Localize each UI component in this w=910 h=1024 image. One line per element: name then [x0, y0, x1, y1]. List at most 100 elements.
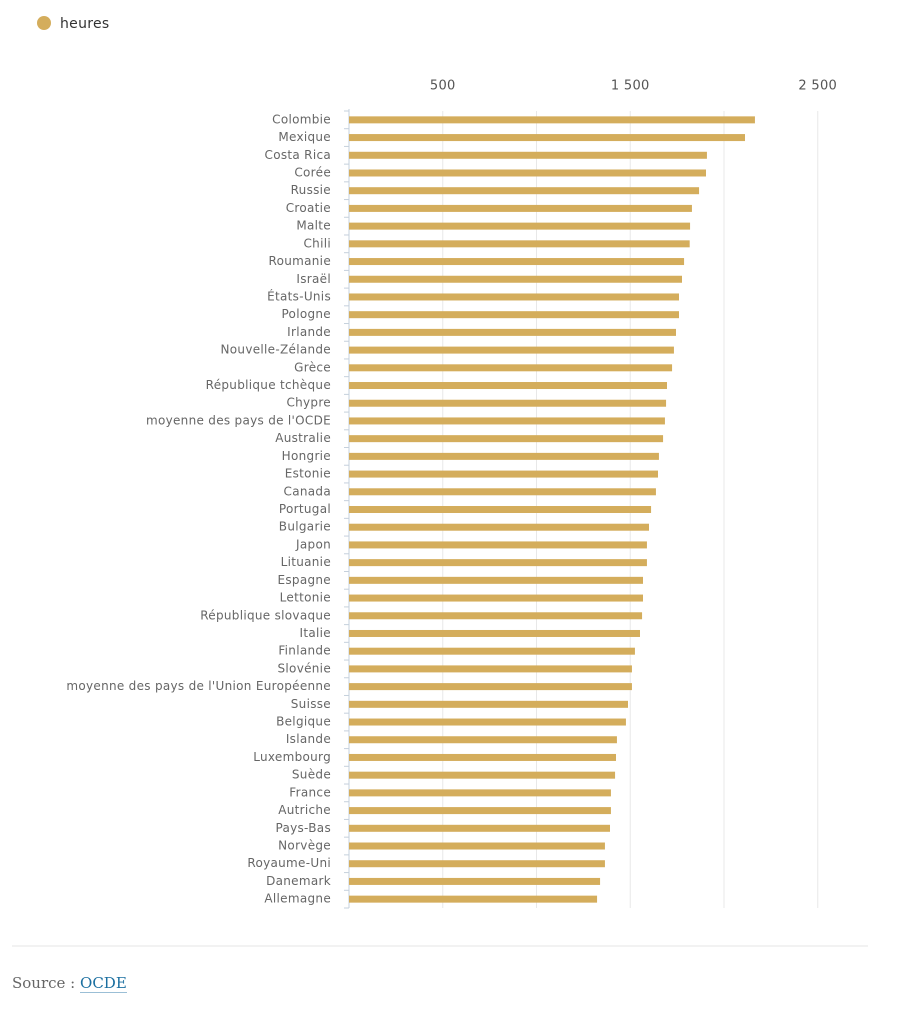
y-tick-label: Chili [304, 236, 332, 250]
y-tick-label: Slovénie [278, 661, 332, 675]
bar [349, 807, 611, 815]
y-tick-label: République slovaque [200, 608, 331, 622]
x-tick-label: 1 500 [611, 79, 650, 94]
bar [349, 452, 659, 460]
bar [349, 311, 679, 319]
y-tick-label: Autriche [278, 803, 331, 817]
y-tick-label: Corée [294, 165, 331, 179]
y-tick-label: Nouvelle-Zélande [221, 343, 332, 357]
bar [349, 346, 674, 354]
bar [349, 382, 667, 390]
y-tick-label: Suisse [291, 697, 331, 711]
bar [349, 576, 643, 584]
legend-label: heures [60, 16, 110, 32]
bar [349, 559, 647, 567]
bar [349, 169, 706, 177]
bar [349, 293, 679, 301]
bar [349, 187, 700, 195]
bar [349, 417, 665, 425]
y-tick-label: Espagne [277, 573, 331, 587]
y-tick-label: Costa Rica [265, 148, 331, 162]
chart: heures 500 1 500 2 500 Colombie Mexique Costa… [12, 16, 868, 947]
y-tick-label: Finlande [278, 644, 331, 658]
bar [349, 683, 632, 691]
y-tick-label: Colombie [272, 112, 331, 126]
legend-swatch [37, 16, 51, 30]
x-tick-label: 2 500 [798, 79, 837, 94]
y-tick-label: Portugal [279, 502, 331, 516]
bar [349, 860, 605, 868]
source-prefix: Source : [12, 974, 76, 992]
y-tick-label: Italie [300, 626, 331, 640]
x-tick-label: 500 [430, 79, 456, 94]
bar [349, 470, 658, 478]
bar [349, 612, 643, 620]
bar [349, 488, 656, 496]
bar [349, 895, 598, 903]
y-tick-label: Chypre [286, 396, 331, 410]
source: Source : OCDE [12, 974, 127, 993]
bar [349, 328, 676, 336]
y-tick-label: Allemagne [264, 892, 331, 906]
bar [349, 258, 685, 266]
y-tick-label: États-Unis [267, 288, 331, 303]
y-tick-label: Lituanie [281, 555, 331, 569]
y-tick-label: Norvège [278, 839, 331, 853]
bar [349, 718, 626, 726]
y-tick-label: moyenne des pays de l'OCDE [146, 413, 331, 427]
bar [349, 789, 611, 797]
y-tick-label: Grèce [294, 360, 331, 374]
y-tick-label: Belgique [276, 715, 331, 729]
y-tick-label: Irlande [287, 325, 331, 339]
y-tick-label: moyenne des pays de l'Union Européenne [66, 679, 331, 693]
y-tick-label: Croatie [286, 201, 331, 215]
y-tick-label: Japon [295, 537, 331, 551]
bar [349, 151, 707, 159]
bar [349, 435, 664, 443]
bar [349, 204, 692, 212]
bar [349, 824, 610, 832]
bar [349, 629, 640, 637]
y-tick-label: Suède [292, 768, 331, 782]
bar [349, 116, 755, 124]
bar [349, 364, 673, 372]
bar [349, 842, 605, 850]
y-tick-label: Islande [286, 732, 331, 746]
y-tick-label: Lettonie [280, 591, 331, 605]
y-tick-label: Royaume-Uni [247, 856, 331, 870]
y-tick-label: Roumanie [268, 254, 331, 268]
bar [349, 134, 745, 142]
bar [349, 594, 643, 602]
y-tick-label: Bulgarie [279, 520, 331, 534]
y-tick-label: Luxembourg [253, 750, 331, 764]
bar [349, 541, 647, 549]
y-tick-label: Danemark [266, 874, 331, 888]
y-tick-label: Pologne [281, 307, 331, 321]
bar [349, 753, 616, 761]
y-tick-label: Canada [284, 484, 331, 498]
bar [349, 771, 616, 779]
bar [349, 399, 667, 407]
y-tick-label: Malte [296, 219, 331, 233]
y-tick-label: Hongrie [282, 449, 331, 463]
y-tick-label: Australie [275, 431, 331, 445]
bar [349, 736, 617, 744]
bar [349, 523, 649, 531]
y-tick-label: Estonie [285, 467, 331, 481]
bar [349, 222, 691, 230]
y-tick-label: Russie [291, 183, 331, 197]
bar [349, 665, 632, 673]
y-tick-label: Pays-Bas [275, 821, 331, 835]
source-link[interactable]: OCDE [80, 974, 127, 993]
y-tick-label: République tchèque [206, 378, 331, 392]
bar [349, 275, 682, 283]
bar [349, 700, 628, 708]
y-tick-label: Mexique [278, 130, 331, 144]
bar [349, 506, 652, 513]
bar [349, 647, 635, 655]
y-tick-label: Israël [296, 272, 331, 286]
y-tick-label: France [289, 785, 331, 799]
bar [349, 240, 690, 248]
bar [349, 877, 601, 885]
